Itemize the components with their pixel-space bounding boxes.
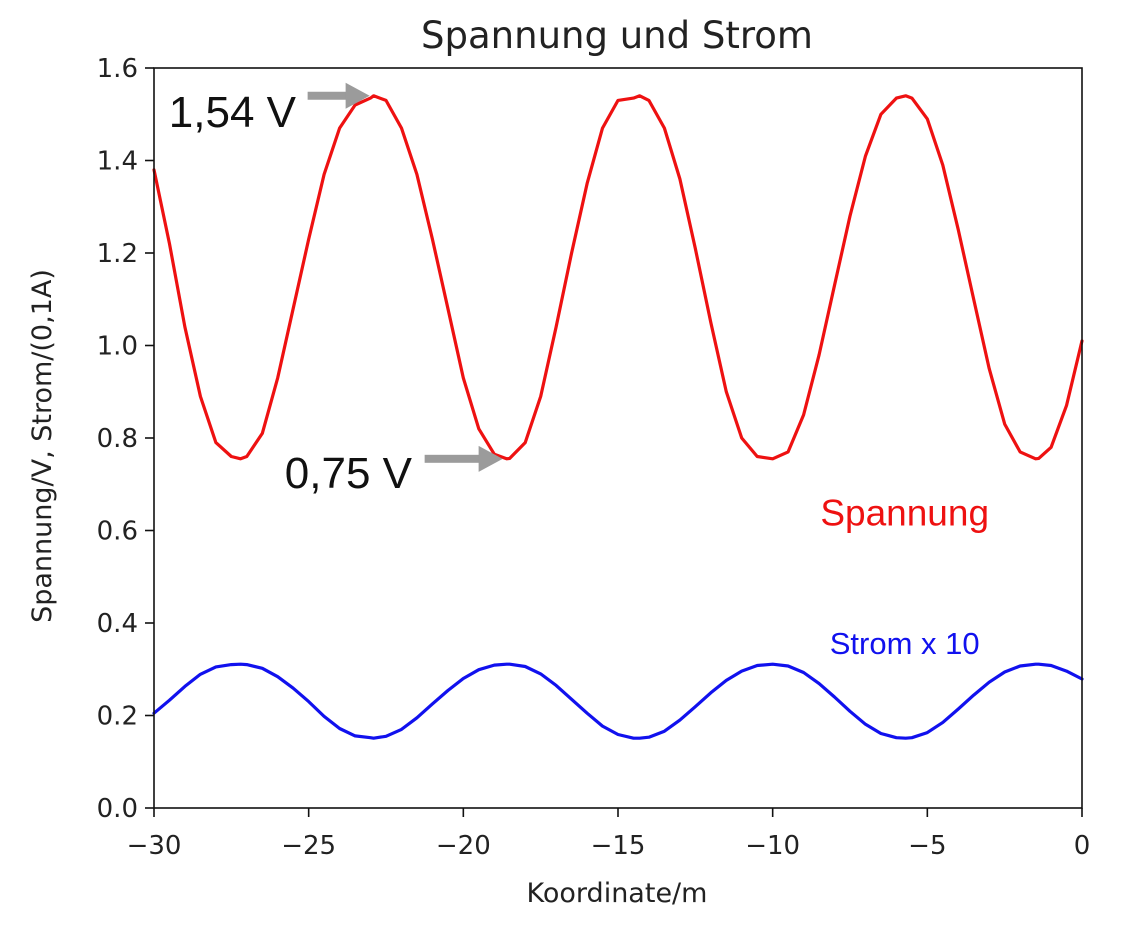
series-label-1: Strom x 10 (830, 626, 980, 661)
x-tick-label: −5 (908, 831, 946, 861)
x-axis-label: Koordinate/m (527, 878, 708, 909)
series-line-1 (152, 662, 1084, 740)
x-tick-label: −30 (127, 831, 182, 861)
y-tick-label: 0.6 (97, 517, 138, 547)
y-tick-label: 1.4 (97, 147, 138, 177)
y-axis-label: Spannung/V, Strom/(0,1A) (27, 269, 58, 623)
y-tick-label: 1.2 (97, 239, 138, 269)
y-tick-label: 0.2 (97, 702, 138, 732)
annotation-arrow-1 (424, 445, 503, 472)
plot-area (152, 94, 1084, 740)
y-tick-label: 0.8 (97, 424, 138, 454)
y-axis: 0.0 0.2 0.4 0.6 0.8 1.0 1.2 1.4 1.6 (97, 54, 154, 824)
annotation-label-1: 0,75 V (285, 449, 413, 498)
x-tick-label: −15 (591, 831, 646, 861)
x-tick-label: 0 (1074, 831, 1091, 861)
series-line-0 (152, 94, 1084, 461)
annotations: Spannung Strom x 10 1,54 V 0,75 V (169, 82, 989, 661)
x-axis: −30 −25 −20 −15 −10 −5 0 (127, 808, 1091, 861)
chart-title: Spannung und Strom (421, 14, 813, 57)
annotation-label-0: 1,54 V (169, 88, 297, 137)
y-tick-label: 0.4 (97, 609, 138, 639)
series-label-0: Spannung (820, 493, 989, 534)
x-tick-label: −10 (745, 831, 800, 861)
annotation-arrow-0 (307, 82, 370, 109)
y-tick-label: 1.6 (97, 54, 138, 84)
y-tick-label: 1.0 (97, 332, 138, 362)
y-tick-label: 0.0 (97, 794, 138, 824)
x-tick-label: −25 (281, 831, 336, 861)
x-tick-label: −20 (436, 831, 491, 861)
